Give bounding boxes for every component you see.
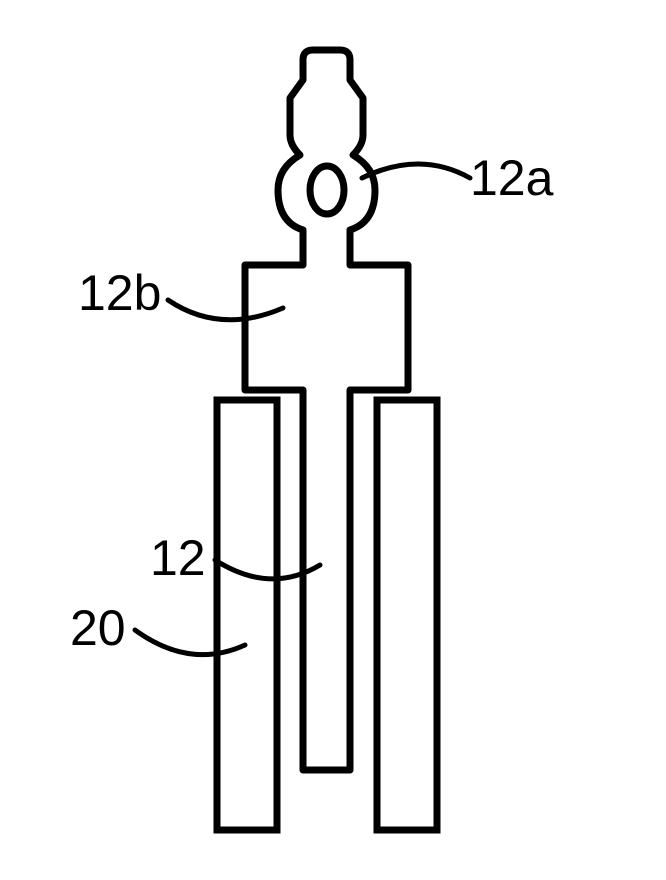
label-12b: 12b [78,265,161,321]
leader-12a [362,164,470,178]
center-piece [245,50,408,770]
leader-12b [168,300,283,320]
left-bar [217,400,277,830]
diagram-canvas: 12a 12b 12 20 [0,0,666,880]
center-hole [310,166,344,214]
right-bar [377,400,437,830]
leader-20 [135,630,245,655]
label-20: 20 [70,600,126,656]
label-12a: 12a [470,150,554,206]
label-12: 12 [150,530,206,586]
